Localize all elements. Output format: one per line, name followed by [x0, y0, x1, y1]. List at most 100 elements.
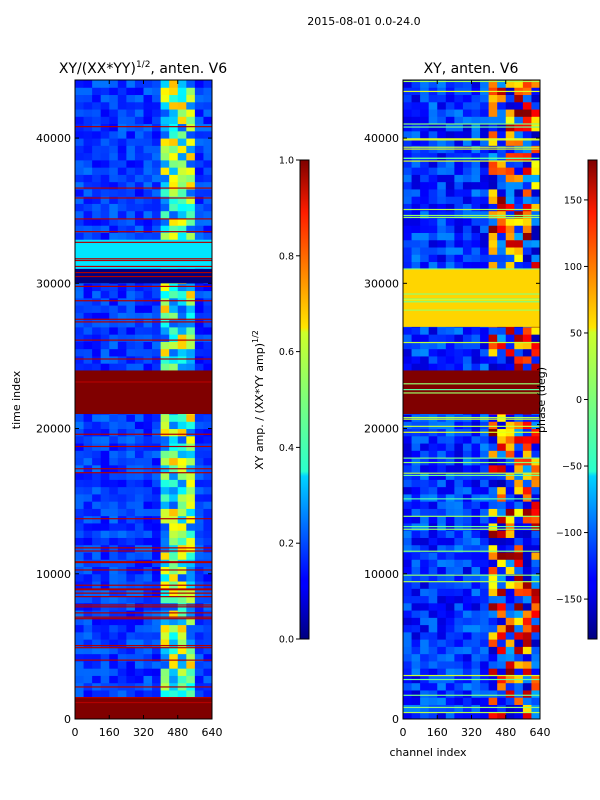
panel1-cell	[134, 80, 144, 88]
panel2-cell	[454, 624, 464, 633]
panel1-cell	[160, 283, 170, 292]
panel1-cell	[177, 508, 187, 517]
panel1-cell	[160, 87, 170, 96]
panel2-cell	[522, 537, 532, 546]
panel2-cell	[403, 711, 413, 719]
panel2-cell	[531, 217, 540, 226]
panel1-cell	[169, 653, 179, 662]
panel1-cell	[75, 486, 85, 495]
panel2-cell	[403, 646, 413, 655]
panel1-cell	[160, 595, 170, 604]
panel2-cell	[437, 544, 447, 553]
panel1-cell	[152, 203, 162, 212]
panel2-cell	[480, 348, 490, 357]
panel1-cell	[83, 421, 93, 430]
panel2-flag-line	[403, 528, 540, 530]
panel1-cell	[177, 457, 187, 466]
panel1-cell	[177, 305, 187, 313]
panel2-cell	[428, 566, 438, 575]
panel1-cell	[126, 428, 136, 437]
panel1-cell	[117, 123, 127, 132]
panel1-cell	[143, 639, 153, 647]
panel2-cell	[437, 210, 447, 219]
panel1-cell	[92, 631, 102, 640]
panel2-cell	[471, 508, 481, 517]
panel2-cell	[403, 348, 413, 357]
panel1-ytick-label: 40000	[36, 132, 71, 145]
panel2-cell	[488, 551, 498, 560]
panel1-cell	[169, 501, 179, 509]
panel1-cell	[117, 334, 127, 342]
panel2-cell	[480, 588, 490, 597]
panel1-cell	[100, 326, 110, 335]
panel2-cell	[514, 341, 524, 350]
panel2-cell	[522, 559, 532, 568]
panel2-cell	[428, 639, 438, 647]
panel2-cell	[531, 486, 540, 495]
panel2-cell	[514, 247, 524, 255]
panel2-cell	[480, 217, 490, 226]
panel1-cell	[126, 522, 136, 531]
panel2-cell	[488, 624, 498, 633]
panel2-cell	[514, 421, 524, 430]
panel2-cell	[522, 196, 532, 204]
panel1-cell	[100, 167, 110, 175]
panel1-cell	[117, 675, 127, 684]
panel2-cell	[462, 261, 472, 270]
panel1-xtick-label: 160	[99, 726, 120, 739]
panel2-cell	[462, 363, 472, 371]
panel2-cell	[488, 210, 498, 219]
panel1-cell	[194, 544, 204, 553]
panel1-cell	[100, 450, 110, 459]
panel2-cell	[445, 697, 455, 705]
panel2-cell	[411, 174, 421, 183]
panel2-cell	[428, 508, 438, 517]
panel2-cell	[454, 239, 464, 248]
panel2-cell	[411, 631, 421, 640]
panel2-cell	[514, 631, 524, 640]
panel2-cell	[437, 152, 447, 161]
panel2-cell	[445, 668, 455, 676]
panel2-cell	[480, 457, 490, 466]
panel1-cell	[75, 348, 85, 357]
panel2-cell	[497, 573, 507, 582]
panel1-cell	[75, 80, 85, 88]
panel1-cell	[177, 210, 187, 219]
panel2-cell	[531, 617, 540, 626]
panel1-cell	[126, 617, 136, 626]
panel1-cell	[126, 414, 136, 422]
panel2-cell	[480, 247, 490, 255]
panel1-cell	[100, 159, 110, 168]
panel1-cell	[203, 116, 212, 125]
panel1-cell	[194, 326, 204, 335]
panel2-cell	[462, 602, 472, 611]
panel1-cell	[194, 522, 204, 531]
panel1-cell	[177, 668, 187, 676]
panel1-cell	[186, 501, 196, 509]
panel2-cell	[531, 326, 540, 335]
panel2-cell	[505, 544, 515, 553]
panel1-cell	[92, 355, 102, 364]
panel2-cell	[531, 94, 540, 103]
panel1-cell	[117, 544, 127, 553]
panel1-cell	[126, 363, 136, 371]
panel1-cell	[126, 515, 136, 524]
panel1-cell	[134, 145, 144, 154]
panel2-cell	[428, 94, 438, 103]
panel1-cell	[160, 363, 170, 371]
panel2-cell	[514, 101, 524, 110]
panel2-cell	[522, 435, 532, 444]
panel2-flag-line	[403, 138, 540, 140]
panel1-cell	[186, 116, 196, 125]
panel1-cell	[152, 501, 162, 509]
panel2-cell	[428, 486, 438, 495]
panel1-cell	[186, 493, 196, 502]
panel2-cell	[403, 109, 413, 117]
panel1-cell	[203, 152, 212, 161]
panel1-cell	[152, 486, 162, 495]
panel2-cell	[445, 94, 455, 103]
panel2-cell	[437, 217, 447, 226]
panel1-cell	[186, 617, 196, 626]
panel1-cell	[143, 355, 153, 364]
panel1-cell	[194, 297, 204, 306]
